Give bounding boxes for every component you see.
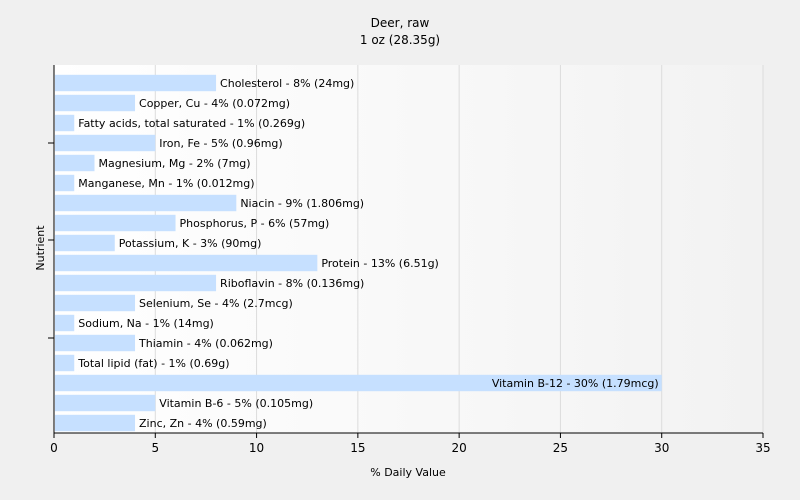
x-tick-label: 35 xyxy=(755,441,770,455)
bars xyxy=(55,74,662,432)
bar-data-label: Vitamin B-12 - 30% (1.79mcg) xyxy=(492,377,659,390)
y-axis-label: Nutrient xyxy=(34,225,47,271)
plot-area xyxy=(54,65,763,433)
bar xyxy=(55,214,176,232)
bar xyxy=(55,294,136,312)
bar-data-label: Niacin - 9% (1.806mg) xyxy=(240,197,364,210)
bar-data-label: Protein - 13% (6.51g) xyxy=(321,257,439,270)
grid xyxy=(154,65,764,433)
x-tick-label: 25 xyxy=(553,441,568,455)
bar xyxy=(55,194,237,212)
bar-data-label: Fatty acids, total saturated - 1% (0.269… xyxy=(78,117,305,130)
bar-data-label: Sodium, Na - 1% (14mg) xyxy=(78,317,214,330)
bar xyxy=(55,234,115,252)
x-tick-label: 15 xyxy=(350,441,365,455)
axes: 0 5 10 15 20 25 30 35 xyxy=(48,65,771,455)
x-tick-label: 10 xyxy=(249,441,264,455)
bar xyxy=(55,114,75,132)
bar-data-label: Magnesium, Mg - 2% (7mg) xyxy=(99,157,251,170)
bar xyxy=(55,394,156,412)
bar xyxy=(55,174,75,192)
bar-data-label: Phosphorus, P - 6% (57mg) xyxy=(180,217,330,230)
bar-data-label: Zinc, Zn - 4% (0.59mg) xyxy=(139,417,267,430)
bar-labels: Cholesterol - 8% (24mg) Copper, Cu - 4% (… xyxy=(77,77,658,430)
x-tick-label: 5 xyxy=(151,441,159,455)
chart-title: Deer, raw xyxy=(371,16,430,30)
bar-data-label: Riboflavin - 8% (0.136mg) xyxy=(220,277,364,290)
bar xyxy=(55,274,217,292)
bar xyxy=(55,354,75,372)
bar-data-label: Vitamin B-6 - 5% (0.105mg) xyxy=(159,397,313,410)
bar xyxy=(55,94,136,112)
bar-data-label: Potassium, K - 3% (90mg) xyxy=(119,237,262,250)
bar-data-label: Copper, Cu - 4% (0.072mg) xyxy=(139,97,290,110)
x-tick-label: 0 xyxy=(50,441,58,455)
bar xyxy=(55,374,662,392)
bar xyxy=(55,134,156,152)
x-axis-label: % Daily Value xyxy=(370,466,446,479)
bar xyxy=(55,314,75,332)
x-tick-label: 20 xyxy=(452,441,467,455)
chart-subtitle: 1 oz (28.35g) xyxy=(360,33,440,47)
bar-data-label: Cholesterol - 8% (24mg) xyxy=(220,77,354,90)
bar xyxy=(55,414,136,432)
bar xyxy=(55,154,95,172)
bar xyxy=(55,74,217,92)
x-tick-label: 30 xyxy=(654,441,669,455)
bar-data-label: Iron, Fe - 5% (0.96mg) xyxy=(159,137,282,150)
bar-data-label: Total lipid (fat) - 1% (0.69g) xyxy=(77,357,229,370)
bar-data-label: Thiamin - 4% (0.062mg) xyxy=(138,337,273,350)
bar-data-label: Selenium, Se - 4% (2.7mcg) xyxy=(139,297,293,310)
bar xyxy=(55,334,136,352)
bar-data-label: Manganese, Mn - 1% (0.012mg) xyxy=(78,177,254,190)
bar xyxy=(55,254,318,272)
